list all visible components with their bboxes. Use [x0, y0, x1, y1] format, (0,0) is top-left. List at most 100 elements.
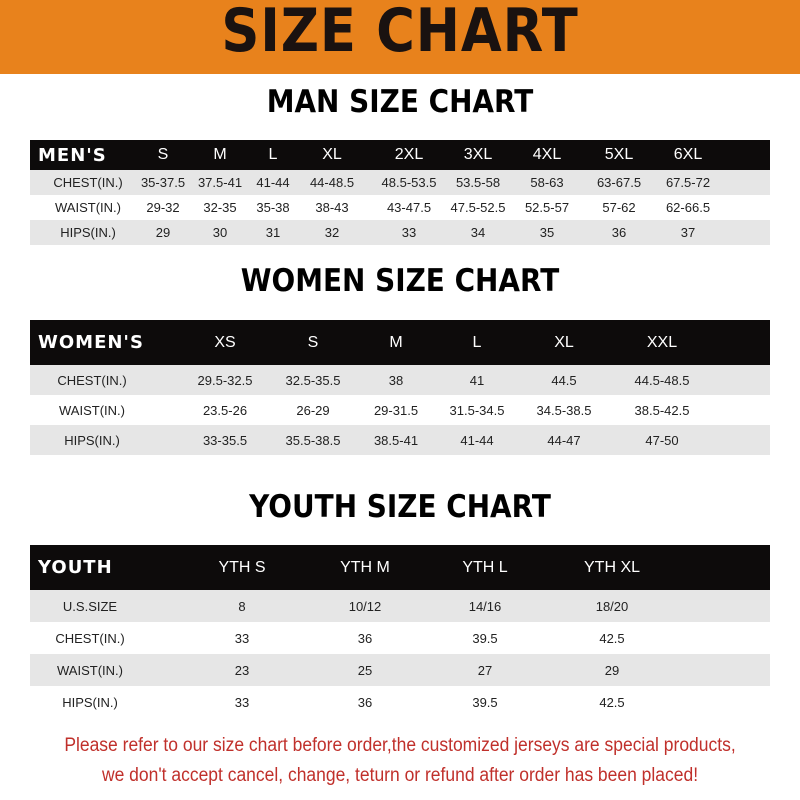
measurement-value: 67.5-72: [665, 175, 711, 190]
measurement-value: 63-67.5: [596, 175, 642, 190]
size-column-header: YTH S: [218, 558, 266, 576]
size-column-header: 6XL: [673, 146, 703, 163]
measurement-label: HIPS(IN.): [60, 225, 116, 240]
table-row: CHEST(IN.) 35-37.5 37.5-41 41-44 44-48.5 48.5…: [30, 170, 770, 195]
measurement-value: 8: [238, 598, 246, 614]
measurement-label: CHEST(IN.): [55, 630, 125, 646]
measurement-label: CHEST(IN.): [57, 372, 127, 388]
men-size-table: MEN'S S M L XL 2XL 3XL 4XL 5XL 6XL CHEST(IN.) 35-37…: [30, 140, 770, 245]
measurement-value: 27: [477, 662, 493, 678]
table-header-label: WOMEN'S: [38, 332, 144, 353]
size-column-header: YTH M: [340, 558, 390, 576]
measurement-value: 33: [401, 225, 417, 240]
measurement-value: 10/12: [348, 598, 382, 614]
measurement-value: 37: [680, 225, 696, 240]
size-column-header: XL: [554, 333, 574, 351]
women-size-table: WOMEN'S XS S M L XL XXL CHEST(IN.) 29.5-32.5 32.5…: [30, 320, 770, 455]
banner-title: SIZE CHART: [221, 0, 579, 66]
measurement-value: 29.5-32.5: [197, 372, 253, 388]
measurement-value: 25: [357, 662, 373, 678]
size-column-header: M: [213, 146, 227, 163]
measurement-value: 57-62: [602, 200, 636, 215]
measurement-value: 41: [469, 372, 485, 388]
size-column-header: L: [268, 146, 278, 163]
measurement-value: 35.5-38.5: [285, 432, 341, 448]
banner: SIZE CHART: [0, 0, 800, 74]
measurement-value: 36: [357, 630, 373, 646]
women-section-title: WOMEN SIZE CHART: [240, 263, 560, 299]
table-row: WAIST(IN.) 29-32 32-35 35-38 38-43 43-47.5 47.…: [30, 195, 770, 220]
measurement-value: 38.5-42.5: [634, 402, 690, 418]
measurement-value: 41-44: [460, 432, 494, 448]
measurement-value: 62-66.5: [665, 200, 711, 215]
measurement-value: 35: [539, 225, 555, 240]
measurement-label: HIPS(IN.): [62, 694, 118, 710]
measurement-value: 23.5-26: [202, 402, 248, 418]
measurement-value: 36: [357, 694, 373, 710]
table-header-label: MEN'S: [38, 144, 107, 166]
measurement-value: 44-47: [547, 432, 581, 448]
measurement-value: 14/16: [468, 598, 502, 614]
measurement-value: 53.5-58: [455, 175, 501, 190]
men-section-title: MAN SIZE CHART: [266, 84, 534, 120]
size-column-header: YTH XL: [583, 558, 641, 576]
measurement-value: 38.5-41: [373, 432, 419, 448]
measurement-value: 38: [388, 372, 404, 388]
measurement-value: 34.5-38.5: [536, 402, 592, 418]
table-header-row: MEN'S S M L XL 2XL 3XL 4XL 5XL 6XL: [30, 140, 770, 170]
measurement-value: 31.5-34.5: [449, 402, 505, 418]
measurement-value: 42.5: [599, 694, 625, 710]
measurement-value: 43-47.5: [386, 200, 432, 215]
measurement-value: 36: [611, 225, 627, 240]
size-column-header: 3XL: [463, 146, 493, 163]
size-column-header: M: [389, 333, 403, 351]
measurement-value: 33: [234, 630, 250, 646]
table-header-row: WOMEN'S XS S M L XL XXL: [30, 320, 770, 365]
measurement-label: HIPS(IN.): [64, 432, 120, 448]
youth-section-title: YOUTH SIZE CHART: [249, 489, 551, 525]
measurement-value: 39.5: [472, 694, 498, 710]
measurement-value: 44-48.5: [309, 175, 355, 190]
measurement-value: 34: [470, 225, 486, 240]
measurement-value: 31: [265, 225, 281, 240]
measurement-label: WAIST(IN.): [55, 200, 121, 215]
measurement-value: 29: [604, 662, 620, 678]
table-row: HIPS(IN.) 33-35.5 35.5-38.5 38.5-41 41-44 44-…: [30, 425, 770, 455]
measurement-value: 48.5-53.5: [381, 175, 437, 190]
size-column-header: L: [472, 333, 482, 351]
measurement-value: 44.5-48.5: [634, 372, 690, 388]
size-column-header: YTH L: [462, 558, 508, 576]
measurement-value: 35-38: [256, 200, 290, 215]
measurement-value: 52.5-57: [524, 200, 570, 215]
table-row: CHEST(IN.) 33 36 39.5 42.5: [30, 622, 770, 654]
measurement-value: 33-35.5: [202, 432, 248, 448]
measurement-value: 32: [324, 225, 340, 240]
measurement-value: 41-44: [256, 175, 290, 190]
measurement-value: 47.5-52.5: [450, 200, 506, 215]
measurement-label: U.S.SIZE: [62, 598, 118, 614]
measurement-value: 35-37.5: [140, 175, 186, 190]
measurement-label: WAIST(IN.): [59, 402, 125, 418]
measurement-value: 44.5: [551, 372, 577, 388]
measurement-value: 38-43: [315, 200, 349, 215]
measurement-value: 30: [212, 225, 228, 240]
youth-size-table: YOUTH YTH S YTH M YTH L YTH XL U.S.SIZE 8 10/12…: [30, 545, 770, 718]
measurement-value: 58-63: [530, 175, 564, 190]
table-header-label: YOUTH: [38, 557, 113, 578]
measurement-value: 39.5: [472, 630, 498, 646]
measurement-value: 37.5-41: [197, 175, 243, 190]
measurement-value: 29-32: [146, 200, 180, 215]
table-row: WAIST(IN.) 23 25 27 29: [30, 654, 770, 686]
size-column-header: XL: [322, 146, 342, 163]
notice-line-2: we don't accept cancel, change, teturn o…: [101, 765, 699, 786]
table-row: CHEST(IN.) 29.5-32.5 32.5-35.5 38 41 44.5 44.5…: [30, 365, 770, 395]
measurement-value: 32.5-35.5: [285, 372, 341, 388]
size-column-header: S: [157, 146, 169, 163]
size-column-header: 4XL: [532, 146, 562, 163]
measurement-value: 29-31.5: [373, 402, 419, 418]
measurement-label: WAIST(IN.): [57, 662, 123, 678]
measurement-value: 18/20: [595, 598, 629, 614]
size-column-header: S: [307, 333, 319, 351]
size-column-header: 5XL: [604, 146, 634, 163]
table-header-row: YOUTH YTH S YTH M YTH L YTH XL: [30, 545, 770, 590]
